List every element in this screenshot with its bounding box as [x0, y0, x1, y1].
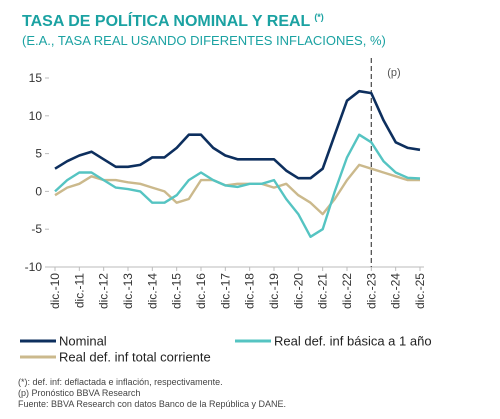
- x-tick-label: dic.-25: [413, 273, 427, 309]
- y-tick-label: 5: [35, 147, 42, 161]
- x-tick-label: dic.-12: [97, 273, 111, 309]
- y-tick-label: -10: [25, 260, 43, 274]
- x-tick-label: dic.-21: [316, 273, 330, 309]
- x-tick-label: dic.-14: [145, 273, 159, 309]
- x-tick-label: dic.-19: [267, 273, 281, 309]
- chart-title: TASA DE POLÍTICA NOMINAL Y REAL (*): [22, 11, 324, 30]
- y-tick-label: 10: [29, 109, 43, 123]
- x-tick-label: dic.-16: [194, 273, 208, 309]
- chart-subtitle: (E.A., TASA REAL USANDO DIFERENTES INFLA…: [22, 33, 386, 48]
- y-tick-label: 0: [35, 184, 42, 198]
- legend-label: Nominal: [59, 334, 107, 349]
- series-line: [54, 133, 421, 239]
- x-tick-label: dic.-23: [364, 273, 378, 309]
- x-tick-label: dic.-15: [170, 273, 184, 309]
- x-tick-label: dic.-22: [340, 273, 354, 309]
- y-tick-label: -5: [31, 222, 42, 236]
- x-tick-label: dic.-11: [72, 273, 86, 308]
- x-tick-label: dic.-20: [291, 273, 305, 309]
- legend-label: Real def. inf básica a 1 año: [274, 334, 432, 349]
- x-tick-label: dic.-17: [218, 273, 232, 309]
- annotation: (p): [387, 67, 400, 79]
- footnote: (p) Pronóstico BBVA Research: [18, 388, 140, 398]
- series-line: [54, 89, 421, 180]
- x-tick-label: dic.-10: [48, 273, 62, 309]
- footnotes: (*): def. inf: deflactada e inflación, r…: [18, 377, 286, 409]
- series-line: [54, 163, 420, 216]
- x-tick-label: dic.-18: [243, 273, 257, 309]
- footnote: (*): def. inf: deflactada e inflación, r…: [18, 377, 223, 387]
- title-text: TASA DE POLÍTICA NOMINAL Y REAL: [22, 11, 311, 30]
- y-tick-label: 15: [29, 71, 43, 85]
- legend-label: Real def. inf total corriente: [59, 350, 211, 365]
- x-tick-label: dic.-24: [389, 273, 403, 309]
- footnote: Fuente: BBVA Research con datos Banco de…: [18, 399, 286, 409]
- x-tick-label: dic.-13: [121, 273, 135, 309]
- title-note: (*): [314, 12, 324, 22]
